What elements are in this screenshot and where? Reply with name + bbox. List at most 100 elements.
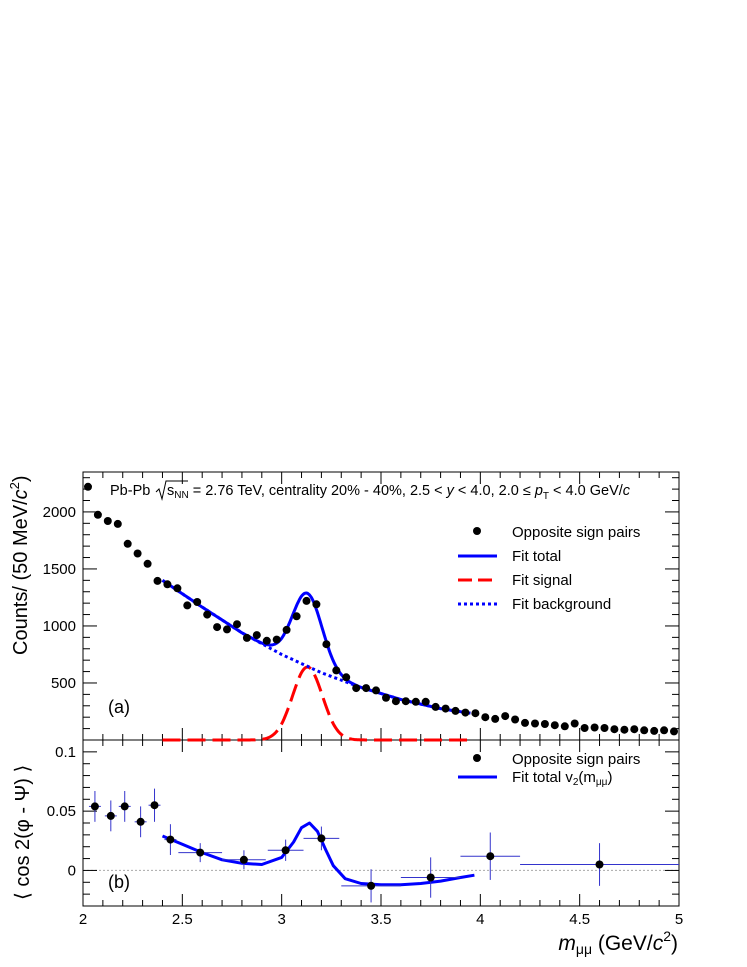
data-point xyxy=(84,482,92,491)
data-point xyxy=(521,718,529,727)
v2-data-point xyxy=(90,802,99,811)
x-axis-title: mμμ (GeV/c2) xyxy=(558,928,678,957)
legend-label-fit-background: Fit background xyxy=(512,596,611,613)
v2-data-point xyxy=(106,811,115,820)
data-point xyxy=(223,625,231,634)
v2-data-point xyxy=(166,835,175,844)
fit-background-curve xyxy=(161,579,471,715)
data-point xyxy=(650,726,659,735)
data-point xyxy=(531,719,539,728)
data-point xyxy=(540,720,549,728)
data-point xyxy=(471,709,480,718)
v2-data-point xyxy=(196,848,205,857)
v2-fit-curve xyxy=(161,821,475,887)
data-point xyxy=(382,693,390,702)
v2-data-point xyxy=(426,873,435,882)
data-point xyxy=(163,580,172,589)
v2-data-point xyxy=(150,801,159,810)
data-point xyxy=(133,549,142,558)
x-tick-label: 5 xyxy=(675,911,683,928)
bottom-y-tick-label: 0.05 xyxy=(47,803,76,820)
data-point xyxy=(272,635,281,644)
v2-data-point xyxy=(595,860,604,869)
legend-label-v2-points: Opposite sign pairs xyxy=(512,751,640,768)
data-point xyxy=(421,697,430,706)
data-point xyxy=(441,704,450,713)
header-label: Pb-Pb xyxy=(110,483,150,499)
v2-data-point xyxy=(486,852,495,861)
top-y-tick-label: 1500 xyxy=(43,561,76,578)
v2-data-point xyxy=(367,881,376,890)
bottom-y-tick-label: 0 xyxy=(68,862,76,879)
data-point xyxy=(431,702,440,711)
data-point xyxy=(93,510,102,519)
top-y-axis-title: Counts/ (50 MeV/c2) xyxy=(7,475,32,655)
v2-data-point xyxy=(281,846,290,855)
data-point xyxy=(411,697,420,706)
top-axis-ticks xyxy=(82,472,680,740)
top-y-tick-label: 500 xyxy=(51,675,76,692)
top-y-tick-label: 1000 xyxy=(43,618,76,635)
data-point xyxy=(481,713,490,722)
bottom-y-tick-label: 0.1 xyxy=(55,744,76,761)
bottom-y-axis-title: ⟨ cos 2(φ - Ψ) ⟩ xyxy=(12,765,34,900)
data-point xyxy=(640,726,649,735)
top-points xyxy=(84,482,678,736)
legend-label-v2-fit: Fit total v2(mμμ) xyxy=(512,769,612,788)
bottom-points xyxy=(88,788,679,903)
bottom-legend: Opposite sign pairs Fit total v2(mμμ) xyxy=(458,751,640,788)
data-point xyxy=(401,697,410,706)
data-point xyxy=(262,636,271,645)
data-point xyxy=(352,684,361,693)
data-point xyxy=(372,686,380,695)
v2-data-point xyxy=(239,855,248,864)
data-point xyxy=(511,715,520,724)
data-point xyxy=(183,601,192,610)
data-point xyxy=(242,633,251,642)
data-point xyxy=(670,727,678,736)
data-point xyxy=(233,620,241,629)
legend-label-fit-signal: Fit signal xyxy=(512,572,572,589)
data-point xyxy=(610,725,619,734)
x-tick-label: 3 xyxy=(277,911,285,928)
data-point xyxy=(282,625,291,634)
data-point xyxy=(550,721,559,730)
header-label-rest: sNN = 2.76 TeV, centrality 20% - 40%, 2.… xyxy=(167,483,631,502)
x-tick-label: 2.5 xyxy=(172,911,193,928)
data-point xyxy=(292,612,301,621)
data-point xyxy=(580,724,589,732)
data-point xyxy=(113,519,122,528)
fit-signal-curve xyxy=(162,665,471,742)
data-point xyxy=(103,517,112,525)
data-point xyxy=(123,539,132,548)
x-tick-label: 2 xyxy=(79,911,87,928)
data-point xyxy=(451,706,460,715)
data-point xyxy=(570,719,579,728)
data-point xyxy=(213,623,222,632)
data-point xyxy=(461,708,470,717)
x-tick-label: 4.5 xyxy=(569,911,590,928)
legend-marker-v2-points xyxy=(473,754,481,762)
data-point xyxy=(143,559,152,568)
sqrt-sign xyxy=(155,480,188,501)
data-point xyxy=(342,673,351,682)
data-point xyxy=(322,640,331,649)
data-point xyxy=(391,697,400,706)
legend-label-fit-total: Fit total xyxy=(512,548,561,565)
data-point xyxy=(173,584,182,593)
data-point xyxy=(501,712,510,721)
v2-data-point xyxy=(136,817,145,826)
legend-label-points: Opposite sign pairs xyxy=(512,524,640,541)
data-point xyxy=(362,684,371,693)
panel-tag-b: (b) xyxy=(108,872,130,892)
data-point xyxy=(620,725,629,734)
bottom-curve xyxy=(161,821,475,887)
data-point xyxy=(302,596,311,605)
data-point xyxy=(203,610,212,619)
x-tick-label: 3.5 xyxy=(371,911,392,928)
panel-tag-a: (a) xyxy=(108,697,130,717)
data-point xyxy=(560,722,569,731)
data-point xyxy=(312,600,321,609)
top-legend: Opposite sign pairs Fit total Fit signal… xyxy=(458,524,640,613)
